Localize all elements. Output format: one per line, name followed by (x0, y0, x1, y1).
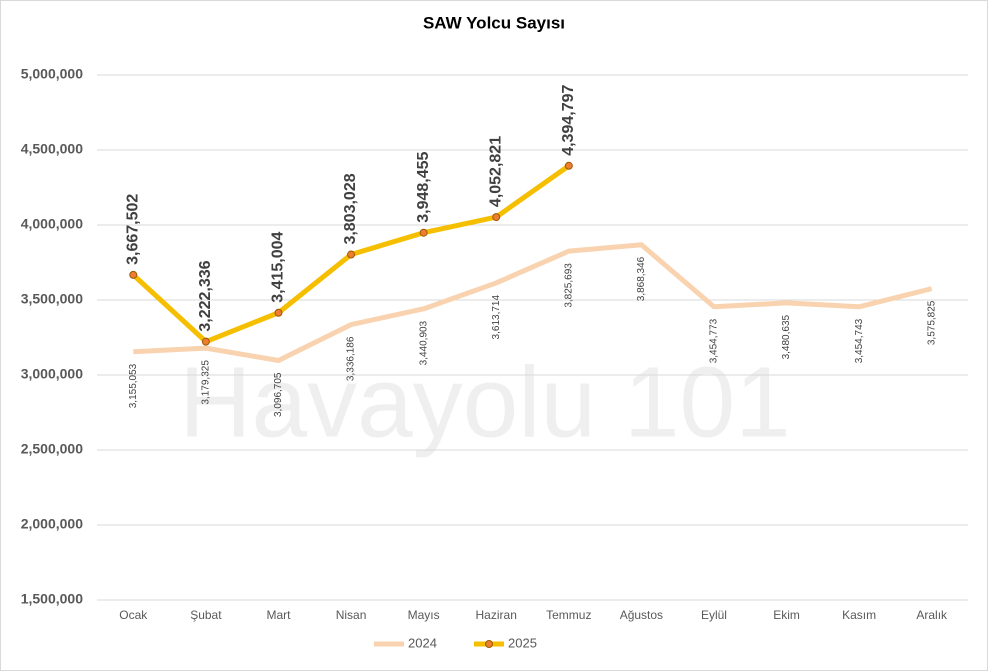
legend-label: 2025 (508, 635, 537, 650)
data-label: 4,052,821 (487, 136, 504, 207)
legend-marker (485, 640, 493, 648)
data-label: 3,825,693 (563, 263, 574, 308)
data-point (347, 250, 356, 259)
x-tick-label: Ekim (773, 608, 800, 622)
x-tick-label: Eylül (701, 608, 727, 622)
x-tick-label: Ağustos (620, 608, 663, 622)
data-label: 3,667,502 (125, 194, 142, 265)
x-tick-label: Mayıs (408, 608, 440, 622)
data-label: 3,480,635 (781, 314, 792, 359)
y-tick-label: 4,500,000 (21, 141, 83, 157)
y-tick-label: 1,500,000 (21, 591, 83, 607)
x-tick-label: Temmuz (546, 608, 591, 622)
x-tick-label: Ocak (119, 608, 148, 622)
y-tick-label: 5,000,000 (21, 66, 83, 82)
data-point (201, 337, 210, 346)
x-tick-label: Haziran (476, 608, 517, 622)
data-point (564, 161, 573, 170)
y-tick-label: 4,000,000 (21, 216, 83, 232)
x-tick-label: Kasım (842, 608, 876, 622)
watermark: Havayolu 101 (179, 346, 791, 458)
data-point (419, 228, 428, 237)
data-label: 3,179,325 (201, 360, 212, 405)
data-label: 3,948,455 (415, 151, 432, 222)
x-tick-label: Nisan (336, 608, 367, 622)
x-tick-label: Aralık (916, 608, 948, 622)
x-tick-label: Şubat (190, 608, 222, 622)
data-label: 3,222,336 (197, 260, 214, 331)
y-tick-label: 3,000,000 (21, 366, 83, 382)
data-label: 3,336,186 (346, 336, 357, 381)
data-label: 3,454,773 (709, 318, 720, 363)
data-point (492, 213, 501, 222)
series-line (133, 242, 933, 363)
y-tick-label: 2,500,000 (21, 441, 83, 457)
y-tick-label: 3,500,000 (21, 291, 83, 307)
data-point (274, 308, 283, 317)
data-point (129, 270, 138, 279)
data-label: 3,575,825 (926, 300, 937, 345)
y-tick-label: 2,000,000 (21, 516, 83, 532)
data-label: 3,868,346 (636, 256, 647, 301)
data-label: 3,803,028 (342, 173, 359, 244)
x-tick-label: Mart (266, 608, 291, 622)
chart-title: SAW Yolcu Sayısı (423, 13, 565, 32)
data-label: 4,394,797 (560, 84, 577, 155)
data-label: 3,096,705 (273, 372, 284, 417)
data-label: 3,613,714 (491, 295, 502, 340)
data-label: 3,440,903 (418, 320, 429, 365)
data-label: 3,454,743 (854, 318, 865, 363)
data-label: 3,155,053 (128, 363, 139, 408)
legend-label: 2024 (408, 635, 437, 650)
data-label: 3,415,004 (270, 231, 287, 302)
